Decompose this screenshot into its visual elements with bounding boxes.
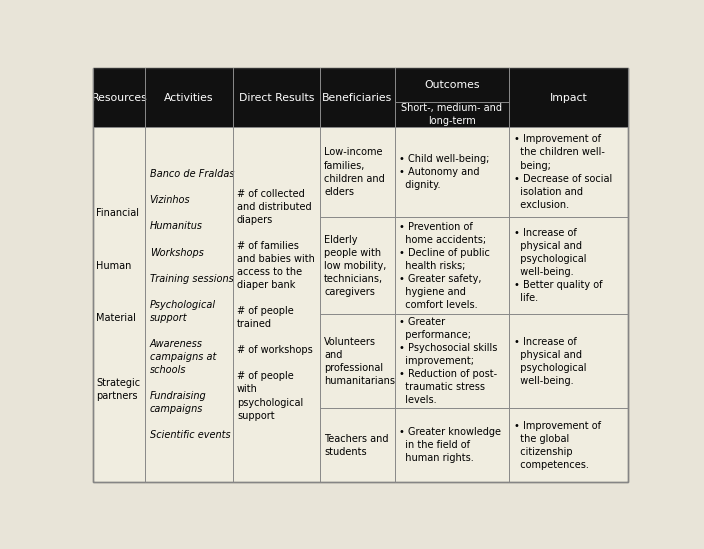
Bar [232,127,320,482]
Text: Impact: Impact [550,93,588,103]
Bar [509,217,628,315]
Bar [94,127,145,482]
Bar [320,68,395,127]
Text: • Increase of
  physical and
  psychological
  well-being.
• Better quality of
 : • Increase of physical and psychological… [514,228,602,303]
Text: • Improvement of
  the global
  citizenship
  competences.: • Improvement of the global citizenship … [514,421,601,470]
Bar [395,68,509,102]
Bar [395,408,509,482]
Text: • Prevention of
  home accidents;
• Decline of public
  health risks;
• Greater : • Prevention of home accidents; • Declin… [399,222,490,310]
Text: Activities: Activities [164,93,214,103]
Bar [395,127,509,217]
Text: Financial



Human



Material




Strategic
partners: Financial Human Material Strategic partn… [96,209,140,401]
Text: • Improvement of
  the children well-
  being;
• Decrease of social
  isolation : • Improvement of the children well- bein… [514,135,612,210]
Bar [145,68,232,127]
Bar [320,127,395,217]
Bar [94,68,145,127]
Text: • Child well-being;
• Autonomy and
  dignity.: • Child well-being; • Autonomy and digni… [399,154,489,190]
Text: Elderly
people with
low mobility,
technicians,
caregivers: Elderly people with low mobility, techni… [325,234,386,297]
Text: • Increase of
  physical and
  psychological
  well-being.: • Increase of physical and psychological… [514,337,586,386]
Bar [509,408,628,482]
Bar [509,68,628,127]
Text: Short-, medium- and
long-term: Short-, medium- and long-term [401,103,503,126]
Bar [509,315,628,408]
Bar [509,127,628,217]
Bar [320,408,395,482]
Text: Low-income
families,
children and
elders: Low-income families, children and elders [325,148,385,197]
Text: Volunteers
and
professional
humanitarians: Volunteers and professional humanitarian… [325,337,395,386]
Text: Outcomes: Outcomes [425,80,479,90]
Bar [395,102,509,127]
Bar [320,217,395,315]
Text: Teachers and
students: Teachers and students [325,434,389,457]
Bar [395,315,509,408]
Text: Beneficiaries: Beneficiaries [322,93,392,103]
Bar [395,217,509,315]
Bar [232,68,320,127]
Text: • Greater
  performance;
• Psychosocial skills
  improvement;
• Reduction of pos: • Greater performance; • Psychosocial sk… [399,317,497,405]
Text: • Greater knowledge
  in the field of
  human rights.: • Greater knowledge in the field of huma… [399,427,501,463]
Text: Direct Results: Direct Results [239,93,314,103]
Text: # of collected
and distributed
diapers

# of families
and babies with
access to : # of collected and distributed diapers #… [237,189,315,421]
Bar [145,127,232,482]
Text: Resources: Resources [92,93,147,103]
Bar [320,315,395,408]
Text: Banco de Fraldas

Vizinhos

Humanitus

Workshops

Training sessions

Psychologic: Banco de Fraldas Vizinhos Humanitus Work… [150,169,234,440]
